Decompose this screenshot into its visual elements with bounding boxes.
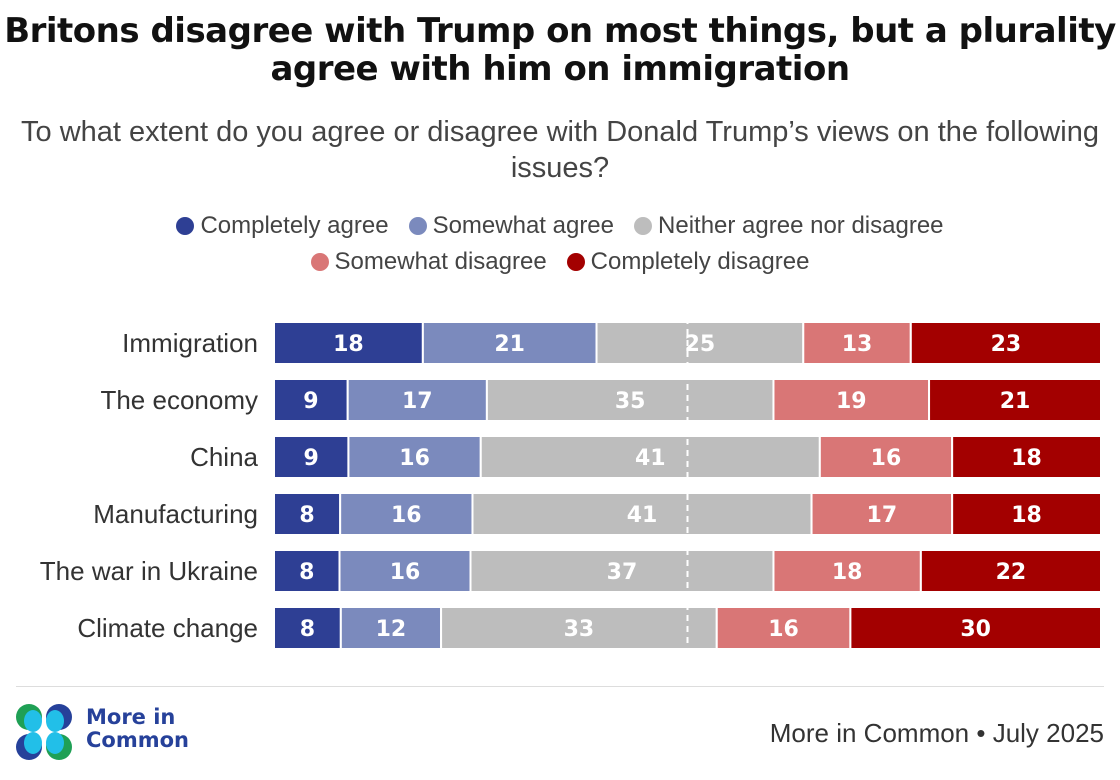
data-label: 16 — [768, 617, 799, 642]
divider — [16, 686, 1104, 687]
category-label: The economy — [100, 385, 258, 415]
bar-segment — [347, 435, 482, 479]
chart-subtitle: To what extent do you agree or disagree … — [21, 116, 1099, 184]
data-label: 41 — [627, 503, 658, 528]
logo-line1: More in — [86, 705, 176, 729]
bar-segment — [909, 321, 1102, 365]
data-label: 21 — [1000, 389, 1031, 414]
legend-label: Somewhat agree — [432, 212, 615, 239]
bar-segment — [928, 378, 1102, 422]
bar-segment — [440, 606, 718, 650]
legend: Completely agree Somewhat agree Neither ag… — [60, 208, 1060, 280]
legend-item: Somewhat disagree — [310, 244, 547, 280]
legend-swatch — [176, 217, 195, 235]
data-label: 16 — [391, 503, 422, 528]
bar-segment — [479, 435, 821, 479]
legend-swatch — [310, 253, 329, 271]
logo-text: More in Common — [86, 706, 189, 752]
data-label: 21 — [494, 332, 525, 357]
bar-segment — [339, 492, 474, 536]
legend-item: Completely disagree — [566, 244, 810, 280]
bar-segment — [951, 492, 1103, 536]
bar-segment — [772, 378, 931, 422]
data-label: 33 — [564, 617, 595, 642]
bar-segment — [951, 435, 1103, 479]
bar-segment — [715, 606, 852, 650]
legend-swatch — [634, 217, 653, 235]
source-note: More in Common • July 2025 — [769, 718, 1104, 748]
data-label: 35 — [615, 389, 646, 414]
legend-label: Completely agree — [200, 212, 389, 239]
data-label: 8 — [299, 503, 314, 528]
data-label: 17 — [867, 503, 898, 528]
data-label: 37 — [607, 560, 638, 585]
data-label: 16 — [871, 446, 902, 471]
data-label: 19 — [836, 389, 867, 414]
chart-plot: Immigration 18 21 25 13 23 The economy 9 17 35 19 2… — [40, 318, 1103, 653]
category-label: Immigration — [122, 328, 258, 358]
data-label: 22 — [996, 560, 1027, 585]
data-label: 18 — [832, 560, 863, 585]
bar-segment — [273, 378, 349, 422]
bar-segment — [471, 492, 813, 536]
data-label: 23 — [991, 332, 1022, 357]
data-label: 9 — [304, 446, 319, 471]
legend-swatch — [566, 253, 585, 271]
bar-segment — [485, 378, 775, 422]
category-label: Climate change — [77, 613, 258, 643]
data-label: 8 — [299, 560, 314, 585]
data-label: 16 — [399, 446, 430, 471]
category-label: China — [190, 442, 258, 472]
data-label: 13 — [842, 332, 873, 357]
category-label: The war in Ukraine — [40, 556, 258, 586]
bar-segment — [421, 321, 598, 365]
legend-item: Neither agree nor disagree — [634, 208, 944, 244]
data-label: 30 — [960, 617, 991, 642]
data-label: 17 — [402, 389, 433, 414]
bar-segment — [849, 606, 1102, 650]
legend-item: Completely agree — [176, 208, 389, 244]
bar-segment — [810, 492, 954, 536]
data-label: 18 — [333, 332, 364, 357]
bar-segment — [339, 606, 443, 650]
chart-title: Britons disagree with Trump on most thin… — [4, 11, 1116, 89]
bar-segment — [273, 549, 341, 593]
bar-segment — [273, 321, 424, 365]
legend-item: Somewhat agree — [408, 208, 615, 244]
data-label: 41 — [635, 446, 666, 471]
data-label: 8 — [300, 617, 315, 642]
logo-line2: Common — [86, 728, 189, 752]
legend-label: Somewhat disagree — [334, 248, 547, 275]
data-label: 18 — [1011, 503, 1042, 528]
bar-segment — [818, 435, 954, 479]
category-label: Manufacturing — [93, 499, 258, 529]
data-label: 12 — [376, 617, 407, 642]
data-label: 25 — [685, 332, 716, 357]
legend-label: Completely disagree — [590, 248, 810, 275]
more-in-common-logo-icon — [16, 704, 72, 760]
bar-segment — [338, 549, 472, 593]
data-label: 18 — [1011, 446, 1042, 471]
bar-segment — [919, 549, 1102, 593]
data-label: 9 — [303, 389, 318, 414]
legend-swatch — [408, 217, 427, 235]
bar-segment — [346, 378, 488, 422]
bar-segment — [595, 321, 805, 365]
legend-label: Neither agree nor disagree — [658, 212, 944, 239]
data-label: 16 — [390, 560, 421, 585]
bar-segment — [469, 549, 775, 593]
bar-segment — [273, 492, 342, 536]
